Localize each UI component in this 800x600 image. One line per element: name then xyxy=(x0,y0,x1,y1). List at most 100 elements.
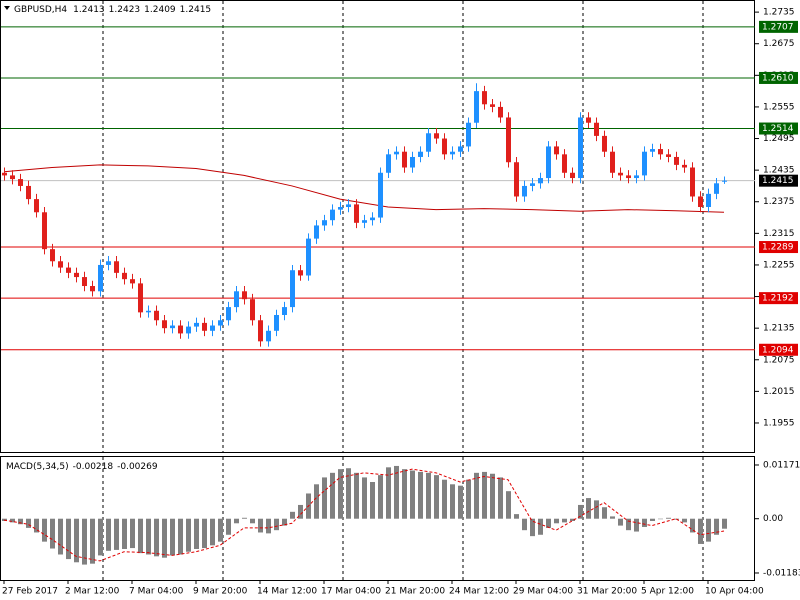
macd-bar xyxy=(618,518,623,526)
candle-body xyxy=(602,135,607,152)
macd-y-tick-label: -0.01183 xyxy=(763,568,800,578)
macd-bar xyxy=(322,477,327,519)
x-tick-label: 29 Mar 04:00 xyxy=(513,587,573,597)
candle-body xyxy=(466,122,471,147)
macd-bar xyxy=(714,518,719,535)
candle-body xyxy=(50,249,55,262)
macd-bar xyxy=(26,518,31,528)
macd-bar xyxy=(474,472,479,519)
candle-body xyxy=(146,310,151,313)
macd-bar xyxy=(42,518,47,542)
macd-bar xyxy=(106,518,111,551)
candle-body xyxy=(674,156,679,165)
candle-body xyxy=(378,172,383,218)
macd-bar xyxy=(450,484,455,519)
macd-bar xyxy=(146,518,151,555)
y-tick-label: 1.2075 xyxy=(763,355,795,365)
candle-body xyxy=(298,270,303,276)
candle-body xyxy=(690,167,695,197)
candle-body xyxy=(106,261,111,265)
y-tick-label: 1.2255 xyxy=(763,260,795,270)
macd-bar xyxy=(250,518,255,524)
macd-bar xyxy=(626,518,631,531)
level-label: 1.2192 xyxy=(762,294,794,304)
x-tick-label: 7 Mar 04:00 xyxy=(129,587,184,597)
candle-body xyxy=(34,199,39,213)
candle-body xyxy=(66,267,71,273)
y-tick-label: 1.2435 xyxy=(763,166,795,176)
macd-bar xyxy=(394,465,399,519)
x-tick-label: 17 Mar 04:00 xyxy=(321,587,381,597)
macd-bar xyxy=(642,518,647,527)
macd-bar xyxy=(458,485,463,519)
candle-body xyxy=(554,146,559,155)
x-tick-label: 10 Apr 04:00 xyxy=(705,587,764,597)
macd-panel xyxy=(0,456,755,581)
macd-bar xyxy=(634,518,639,532)
macd-bar xyxy=(354,472,359,519)
macd-bar xyxy=(330,472,335,519)
level-label-bg xyxy=(759,241,798,254)
macd-bar xyxy=(50,518,55,549)
candle-body xyxy=(658,149,663,155)
level-label: 1.2514 xyxy=(762,124,794,134)
macd-bar xyxy=(18,518,23,525)
candle-body xyxy=(626,175,631,179)
candle-body xyxy=(338,207,343,210)
candle-body xyxy=(586,117,591,123)
macd-bar xyxy=(402,469,407,519)
candle-body xyxy=(330,209,335,221)
candle-body xyxy=(266,330,271,342)
candle-body xyxy=(26,185,31,200)
macd-bar xyxy=(466,479,471,519)
macd-bar xyxy=(114,518,119,550)
close: 1.2415 xyxy=(180,5,212,15)
macd-bar xyxy=(98,518,103,556)
macd-bar xyxy=(362,477,367,519)
macd-bar xyxy=(442,479,447,519)
macd-bar xyxy=(242,517,247,519)
candle-body xyxy=(210,325,215,331)
candle-body xyxy=(362,220,367,223)
macd-bar xyxy=(562,518,567,523)
candle-body xyxy=(490,104,495,107)
macd-bar xyxy=(34,518,39,533)
macd-bar xyxy=(10,518,15,523)
macd-bar xyxy=(298,504,303,519)
candle-body xyxy=(450,151,455,155)
candle-body xyxy=(290,270,295,308)
candle-body xyxy=(722,180,727,182)
macd-bar xyxy=(82,518,87,565)
candle-body xyxy=(2,172,7,176)
macd-bar xyxy=(258,518,263,533)
level-label: 1.2707 xyxy=(762,22,794,32)
candle-body xyxy=(714,183,719,194)
x-tick-label: 21 Mar 20:00 xyxy=(385,587,445,597)
macd-bar xyxy=(426,472,431,519)
macd-bar xyxy=(602,507,607,519)
menu-triangle xyxy=(4,6,10,10)
candle-body xyxy=(394,151,399,155)
macd-bar xyxy=(658,518,663,520)
candle-body xyxy=(10,175,15,180)
y-tick-label: 1.2735 xyxy=(763,8,795,18)
candle-body xyxy=(82,277,87,287)
high: 1.2423 xyxy=(109,5,141,15)
candle-body xyxy=(306,238,311,276)
candle-body xyxy=(314,225,319,239)
y-tick-label: 1.2015 xyxy=(763,387,795,397)
macd-bar xyxy=(186,518,191,552)
macd-bar xyxy=(386,467,391,519)
current-price-bg xyxy=(759,174,798,187)
macd-bar xyxy=(706,518,711,542)
candle-body xyxy=(58,261,63,268)
macd-signal xyxy=(3,468,725,562)
macd-bar xyxy=(218,518,223,542)
y-tick-label: 1.2135 xyxy=(763,324,795,334)
macd-bar xyxy=(314,484,319,519)
candle-body xyxy=(426,133,431,152)
y-tick-label: 1.2315 xyxy=(763,229,795,239)
candle-body xyxy=(178,325,183,334)
macd-bar xyxy=(570,518,575,522)
